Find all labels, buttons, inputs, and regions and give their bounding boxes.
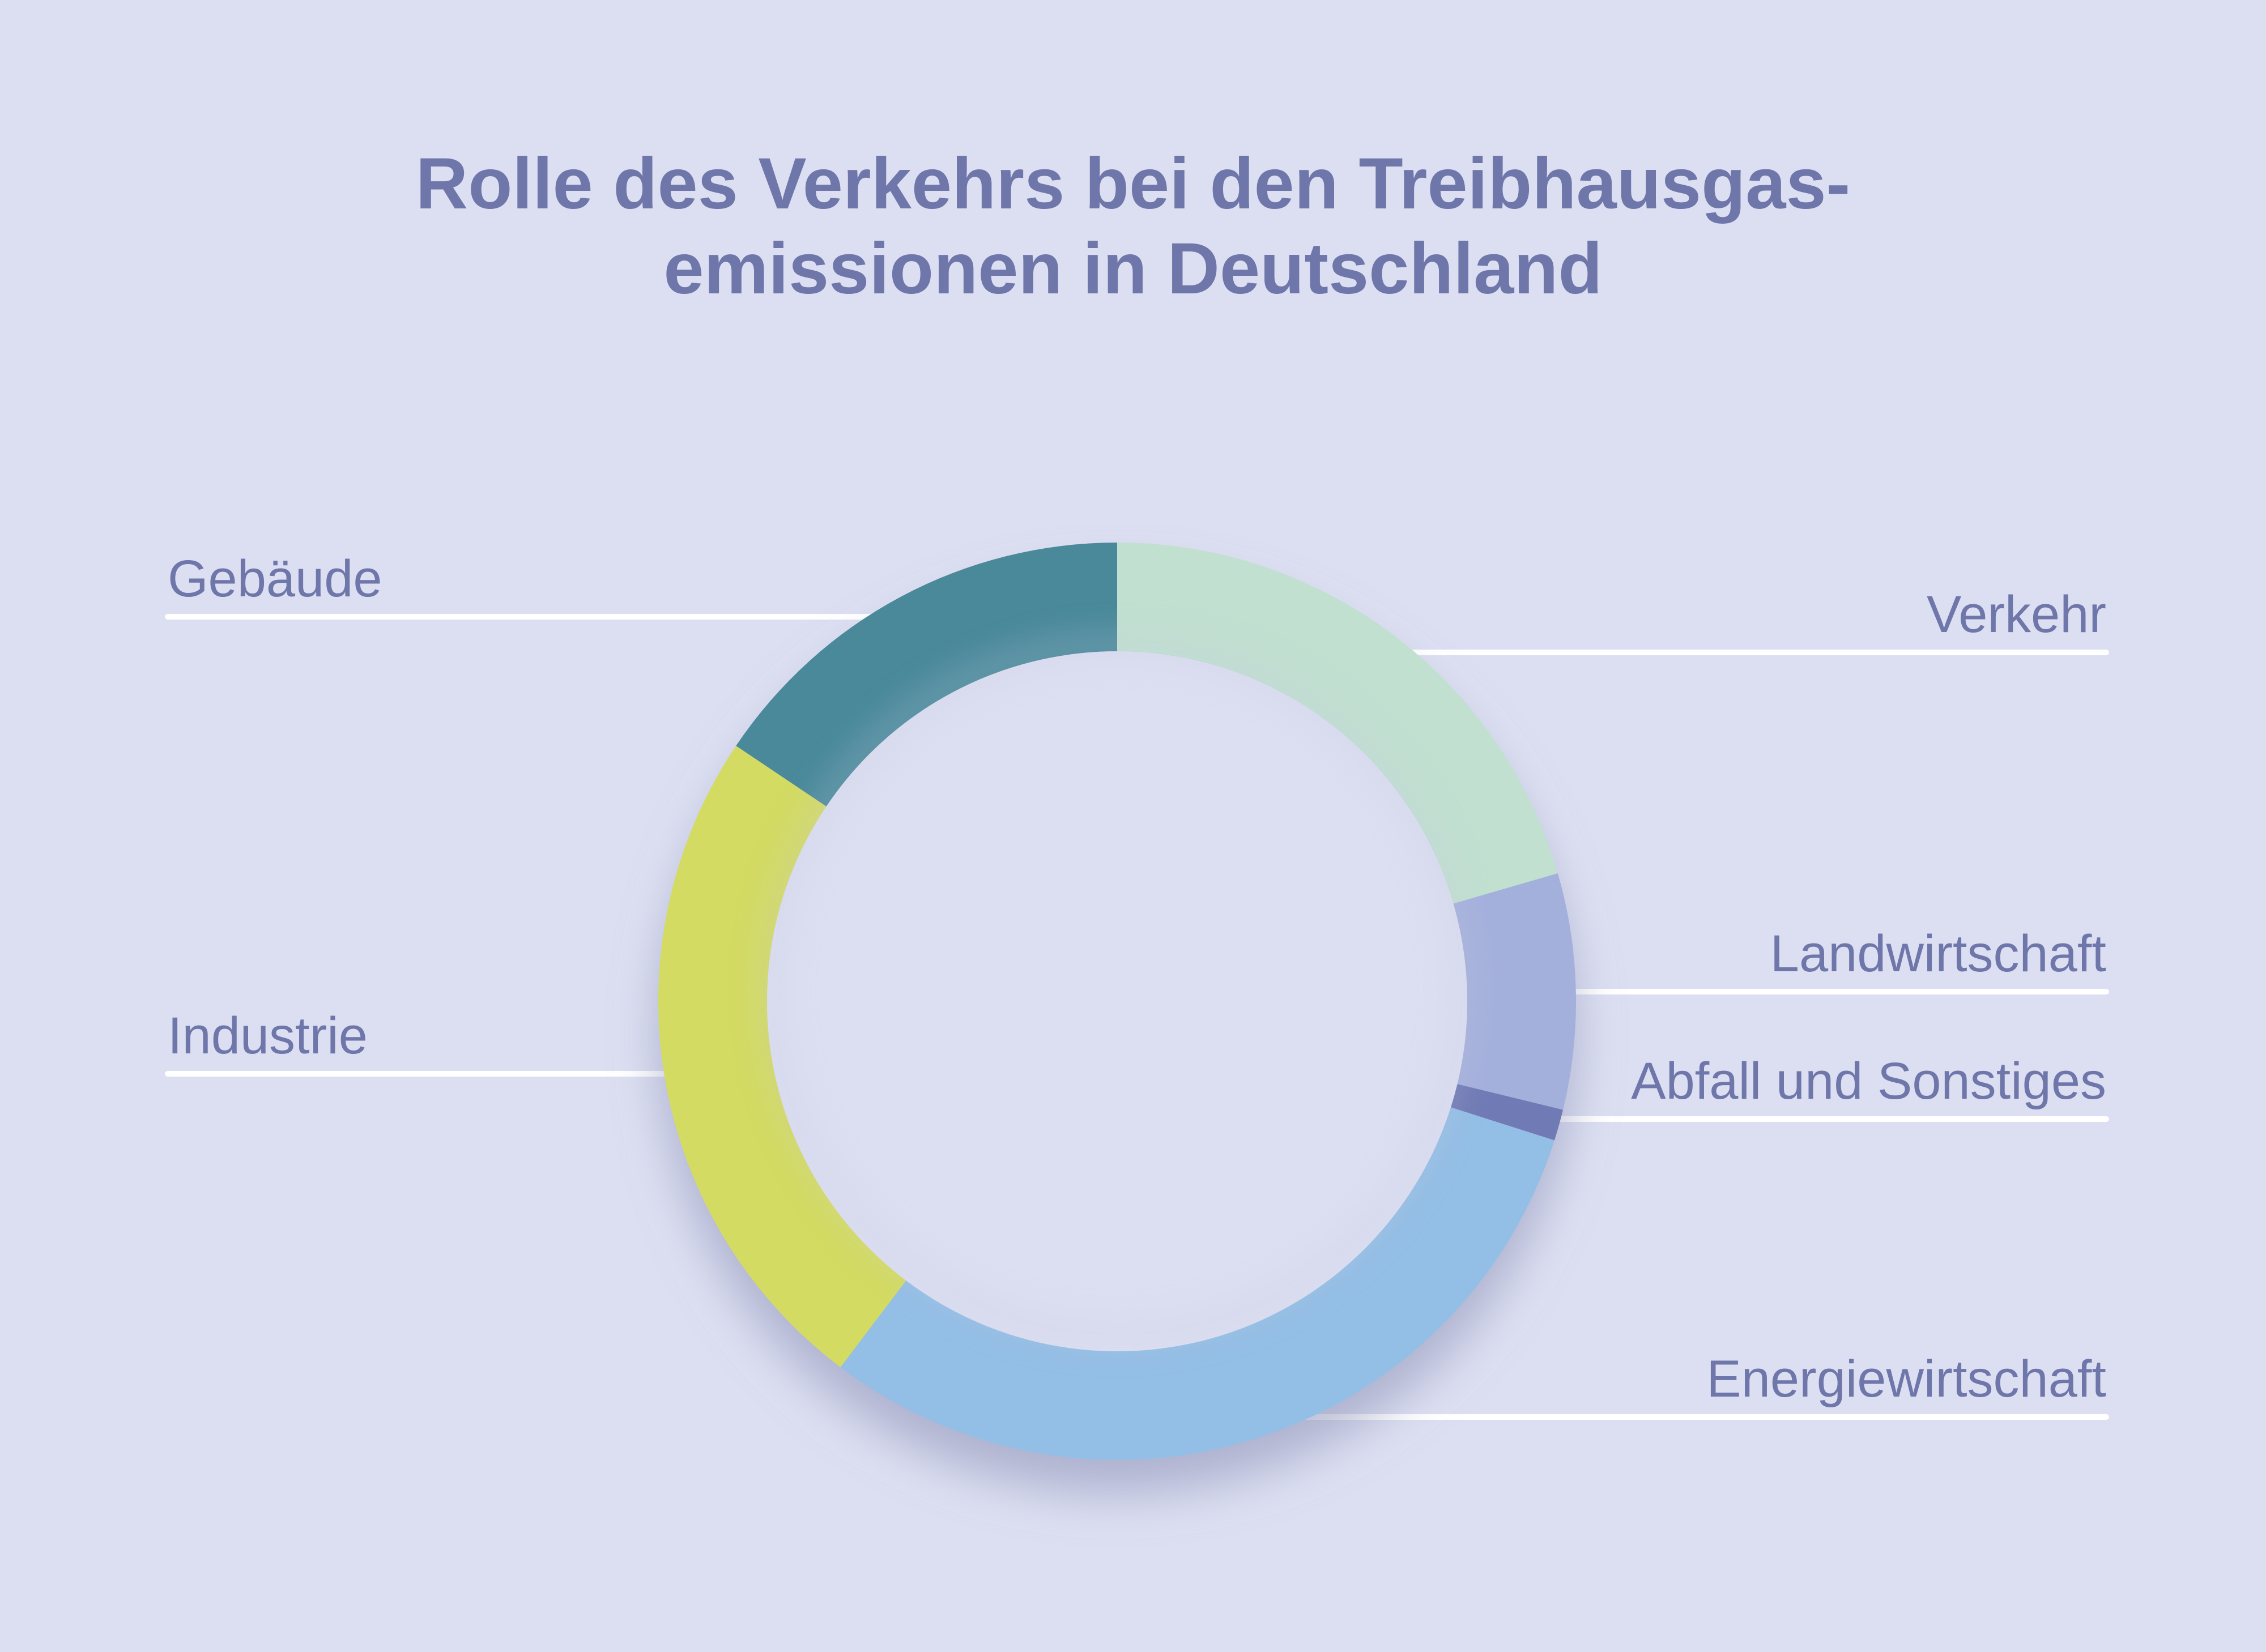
segment-label-industrie: Industrie	[168, 1007, 368, 1065]
segment-label-energiewirtschaft: Energiewirtschaft	[1706, 1350, 2106, 1408]
donut-slice-abfall-und-sonstiges	[1450, 1084, 1564, 1141]
donut-slice-industrie	[658, 745, 906, 1368]
donut-slice-geb-ude	[736, 543, 1117, 806]
chart-title-line-2: emissionen in Deutschland	[663, 228, 1602, 309]
segment-label-geb-ude: Gebäude	[168, 550, 382, 608]
chart-title-line-1: Rolle des Verkehrs bei den Treibhausgas-	[416, 143, 1851, 224]
segment-label-verkehr: Verkehr	[1927, 586, 2106, 643]
segment-label-abfall-und-sonstiges: Abfall und Sonstiges	[1631, 1052, 2106, 1110]
donut-slice-energiewirtschaft	[840, 1107, 1554, 1460]
donut-hole-shade	[766, 639, 1468, 1341]
donut-hole	[767, 651, 1467, 1351]
segment-label-landwirtschaft: Landwirtschaft	[1770, 925, 2106, 983]
donut-slice-landwirtschaft	[1453, 873, 1576, 1110]
